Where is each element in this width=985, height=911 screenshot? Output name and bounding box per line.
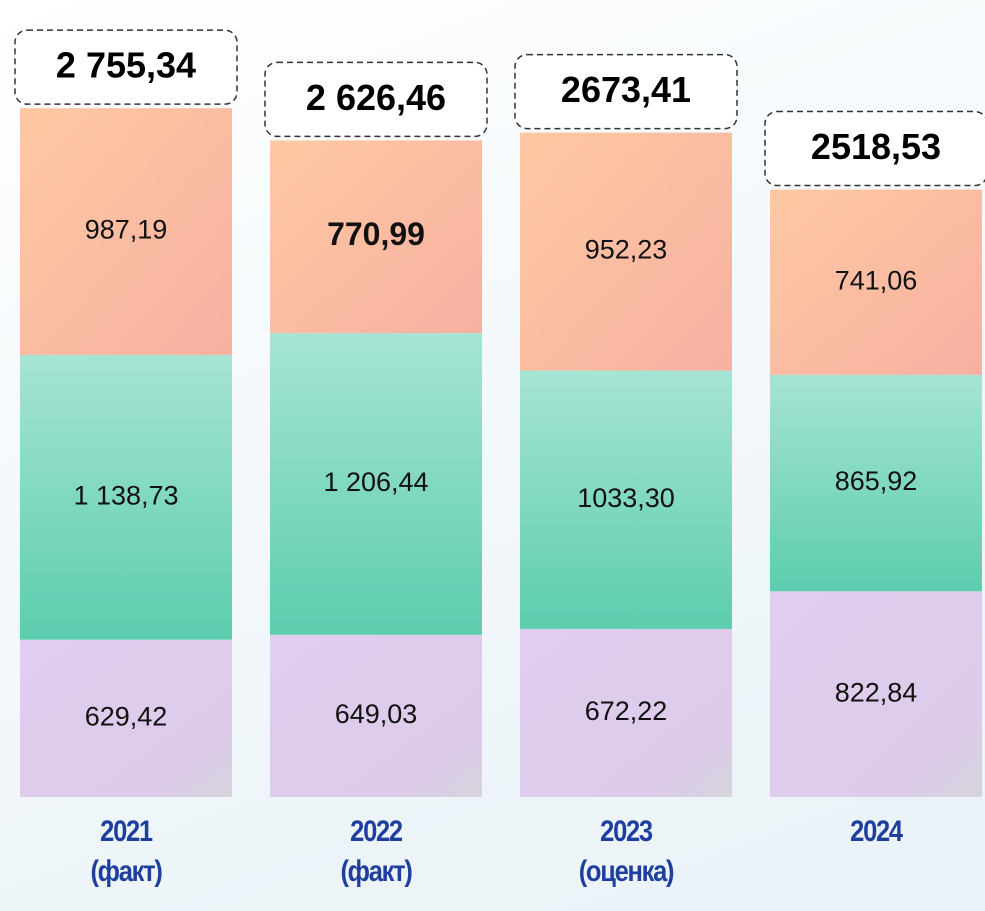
- total-box: [764, 110, 985, 187]
- segment-label: 952,23: [585, 235, 668, 265]
- bar-segment: [520, 132, 732, 371]
- total-label: 2673,41: [561, 69, 691, 110]
- bar-segment: [520, 628, 732, 797]
- x-tick-label: 2022 (факт): [340, 815, 412, 888]
- segment-label: 741,06: [835, 265, 918, 295]
- bar-segment: [270, 333, 482, 635]
- segment-label: 649,03: [335, 699, 418, 729]
- bar-segment: [520, 370, 732, 629]
- segment-label: 672,22: [585, 696, 668, 726]
- total-label: 2 626,46: [306, 77, 446, 118]
- segment-label: 629,42: [85, 701, 168, 731]
- bar-segment: [270, 634, 482, 797]
- x-tick-label: 2023 (оценка): [578, 815, 675, 888]
- bar-segment: [770, 189, 982, 375]
- total-box: [264, 61, 488, 138]
- total-box: [14, 29, 238, 105]
- segment-label: 987,19: [85, 215, 168, 245]
- bar-segment: [770, 591, 982, 797]
- bar-segment: [270, 140, 482, 334]
- segment-label: 1 138,73: [73, 480, 178, 510]
- bar-segment: [20, 639, 232, 797]
- segment-label: 865,92: [835, 466, 918, 496]
- bar-segment: [20, 108, 232, 355]
- x-tick-label: 2024: [850, 815, 903, 848]
- bar-segment: [20, 354, 232, 640]
- segment-label: 1033,30: [577, 483, 675, 513]
- segment-label: 822,84: [835, 677, 918, 707]
- x-tick-label: 2021 (факт): [90, 815, 162, 888]
- total-label: 2518,53: [811, 126, 941, 167]
- segment-label: 770,99: [327, 216, 425, 252]
- total-box: [514, 53, 738, 130]
- bar-segment: [770, 374, 982, 592]
- segment-label: 1 206,44: [323, 467, 428, 497]
- total-label: 2 755,34: [56, 45, 196, 86]
